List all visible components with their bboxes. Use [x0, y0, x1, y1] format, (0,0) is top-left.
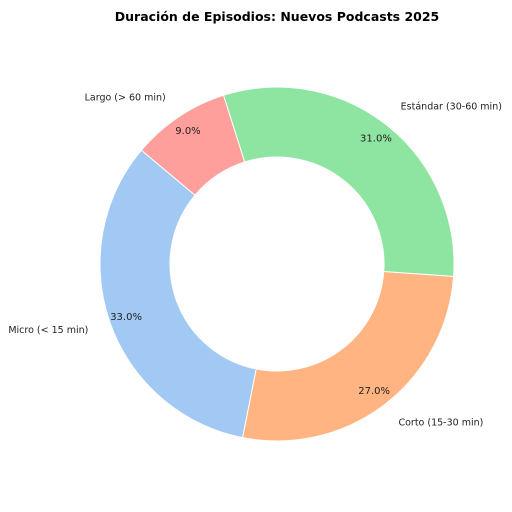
value-label-micro: 33.0% [110, 312, 142, 323]
labels-group: Micro (< 15 min) 33.0% Corto (15-30 min) 27… [8, 92, 502, 428]
slice-label-corto: Corto (15-30 min) [398, 417, 483, 428]
value-label-estandar: 31.0% [360, 133, 392, 144]
value-label-corto: 27.0% [358, 386, 390, 397]
slices-group [99, 86, 455, 442]
chart-title: Duración de Episodios: Nuevos Podcasts 2… [115, 9, 440, 24]
slice-label-micro: Micro (< 15 min) [8, 325, 88, 336]
slice-corto [242, 270, 455, 442]
slice-label-estandar: Estándar (30-60 min) [401, 101, 502, 112]
value-label-largo: 9.0% [175, 126, 200, 137]
slice-label-largo: Largo (> 60 min) [85, 92, 166, 103]
slice-largo [140, 94, 246, 196]
slice-estandar [222, 86, 455, 277]
slice-micro [99, 149, 257, 439]
